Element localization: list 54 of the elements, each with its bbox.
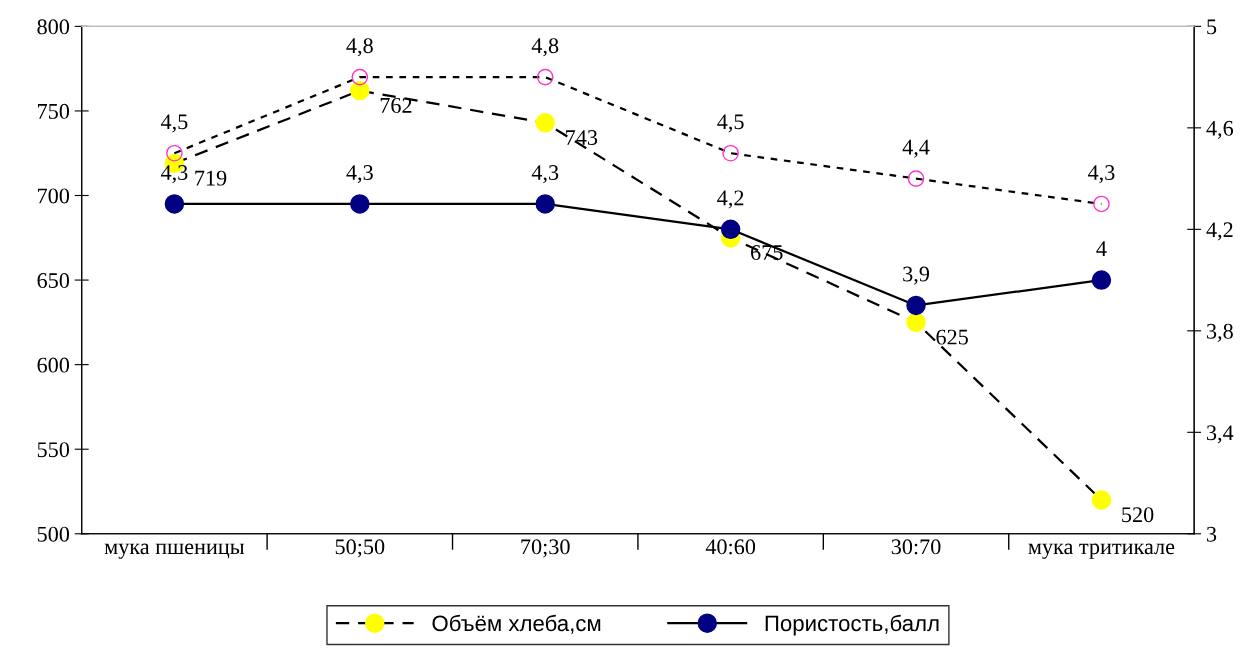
point — [1093, 195, 1110, 213]
point — [164, 194, 185, 214]
y-tick-label: 800 — [37, 19, 70, 35]
data-label: 4,3 — [1087, 165, 1115, 184]
data-label: 625 — [936, 329, 968, 345]
data-label: 4,3 — [346, 165, 373, 184]
data-label: 4,3 — [531, 165, 559, 184]
x-tick-label: 40:60 — [705, 539, 756, 555]
y-tick-label: 500 — [37, 526, 70, 542]
x-tick-label: мука тритикале — [1028, 543, 1175, 559]
data-label: 762 — [380, 97, 412, 113]
legend-label: Пористость,балл — [765, 614, 939, 636]
data-label: 4,8 — [346, 38, 373, 57]
point — [535, 194, 555, 214]
x-tick-label: мука пшеницы — [104, 543, 245, 559]
data-label: 520 — [1122, 507, 1154, 523]
data-label: 4,8 — [531, 38, 559, 57]
y-tick-label: 700 — [38, 188, 70, 204]
data-label: 743 — [566, 130, 598, 145]
x-tick-label: 70;30 — [521, 539, 570, 558]
y-tick-label: 750 — [38, 103, 70, 119]
point — [351, 68, 369, 86]
point — [906, 295, 926, 316]
x-tick-label: 30:70 — [891, 539, 941, 555]
point — [536, 68, 554, 86]
point — [535, 113, 555, 133]
point — [720, 219, 741, 240]
data-label: 4,5 — [717, 114, 744, 133]
legend-label: Объём хлеба,см — [432, 614, 601, 634]
point — [1091, 490, 1112, 510]
y-tick-label: 600 — [37, 357, 70, 373]
y2-tick-label: 4,2 — [1206, 222, 1233, 241]
y2-tick-label: 3,8 — [1207, 323, 1233, 342]
point — [166, 144, 183, 162]
data-label: 4,5 — [160, 114, 188, 133]
data-label: 4,3 — [160, 165, 188, 184]
y-tick-label: 650 — [37, 273, 70, 288]
y-tick-label: 550 — [37, 442, 70, 458]
y2-tick-label: 3 — [1207, 526, 1217, 542]
y2-tick-label: 5 — [1207, 19, 1217, 35]
point — [722, 144, 739, 162]
point — [350, 194, 370, 214]
x-tick-label: 50;50 — [335, 539, 385, 558]
point — [350, 80, 370, 101]
data-label: 4 — [1096, 241, 1107, 256]
point — [906, 312, 926, 333]
data-label: 4,2 — [717, 190, 744, 209]
data-label: 3,9 — [903, 266, 930, 285]
y2-tick-label: 4,6 — [1206, 120, 1234, 139]
point — [1091, 270, 1112, 290]
data-label: 719 — [195, 170, 227, 186]
point — [907, 170, 925, 187]
data-label: 4,4 — [902, 139, 930, 158]
y2-tick-label: 3,4 — [1207, 425, 1234, 444]
